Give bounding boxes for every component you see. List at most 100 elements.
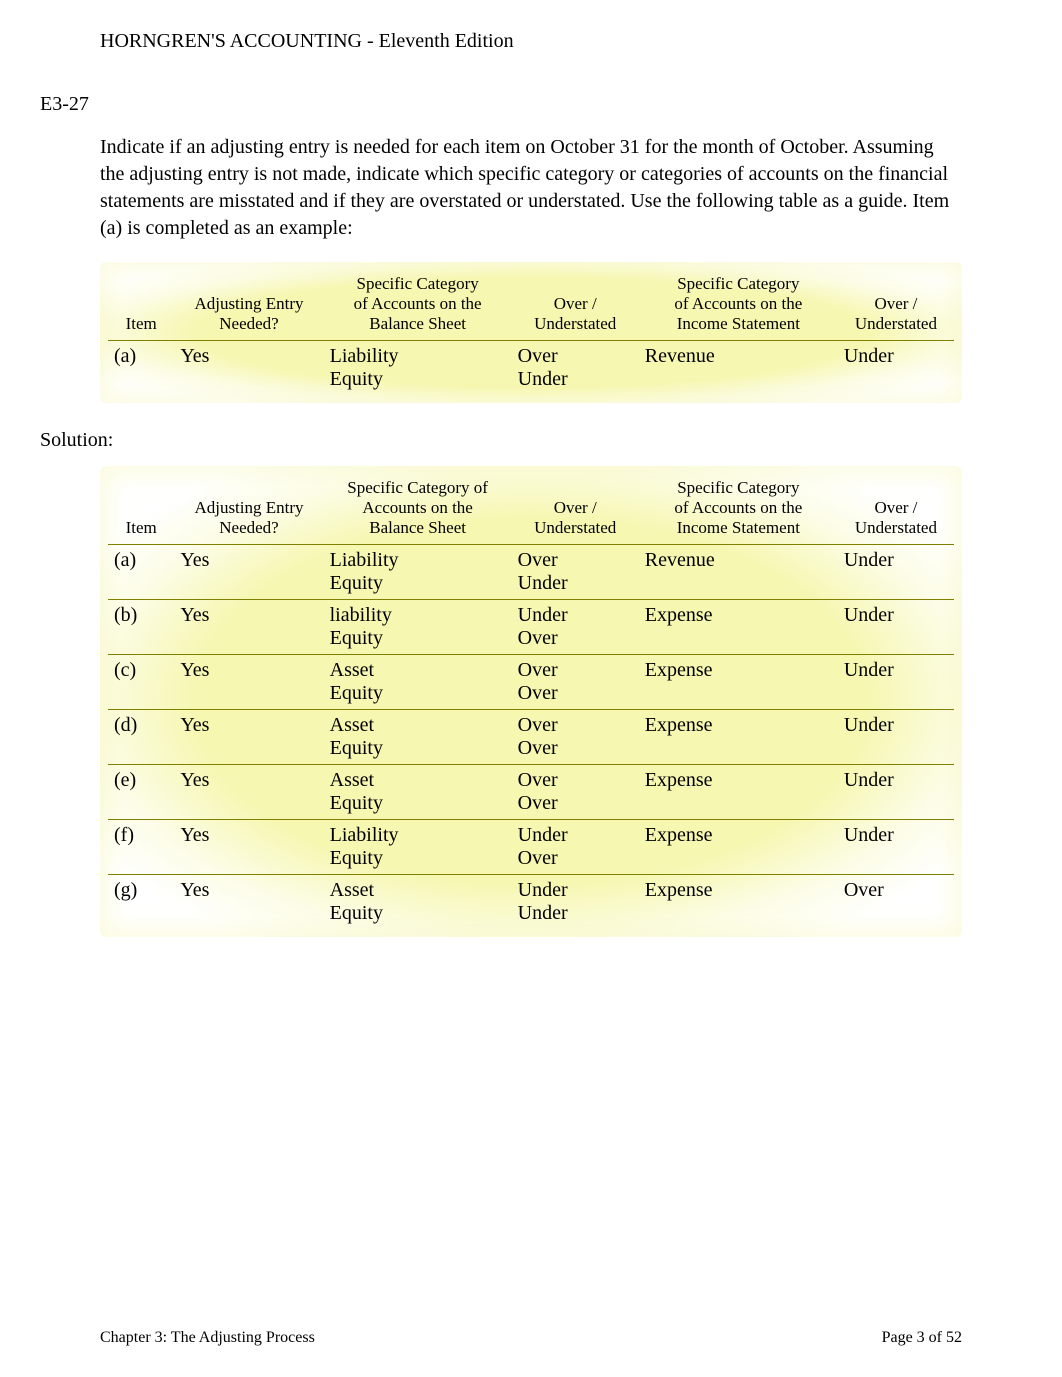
table-row: (c)YesAssetEquityOverOverExpenseUnder xyxy=(108,655,954,710)
cell-adjusting-entry: Yes xyxy=(174,341,323,396)
text: Under xyxy=(518,604,633,627)
cell-income-category: Expense xyxy=(639,765,838,820)
cell-income-category: Expense xyxy=(639,875,838,930)
text: Asset xyxy=(330,769,506,792)
col-header-income-category: Specific Category of Accounts on the Inc… xyxy=(639,270,838,341)
cell-adjusting-entry: Yes xyxy=(174,710,323,765)
cell-balance-category: AssetEquity xyxy=(324,655,512,710)
text: Under xyxy=(518,824,633,847)
text: Understated xyxy=(855,314,937,333)
text: Over xyxy=(518,627,633,650)
text: Over xyxy=(518,737,633,760)
col-header-item: Item xyxy=(108,270,174,341)
cell-balance-category: LiabilityEquity xyxy=(324,341,512,396)
cell-over-under-balance: UnderOver xyxy=(512,600,639,655)
text: of Accounts on the xyxy=(674,294,802,313)
col-header-over-under-2: Over / Understated xyxy=(838,270,954,341)
text: Under xyxy=(518,902,633,925)
text: Under xyxy=(518,572,633,595)
text: of Accounts on the xyxy=(354,294,482,313)
example-table-wrap: Item Adjusting Entry Needed? Specific Ca… xyxy=(100,262,962,403)
text: Income Statement xyxy=(677,314,800,333)
problem-id: E3-27 xyxy=(40,93,962,116)
problem-instructions: Indicate if an adjusting entry is needed… xyxy=(100,134,962,242)
table-row: (f)YesLiabilityEquityUnderOverExpenseUnd… xyxy=(108,820,954,875)
cell-income-category: Expense xyxy=(639,655,838,710)
col-header-balance-category: Specific Category of Accounts on the Bal… xyxy=(324,270,512,341)
text: Over xyxy=(518,659,633,682)
cell-over-under-income: Under xyxy=(838,765,954,820)
text: Equity xyxy=(330,682,506,705)
text: Asset xyxy=(330,714,506,737)
col-header-income-category: Specific Category of Accounts on the Inc… xyxy=(639,474,838,545)
cell-item: (e) xyxy=(108,765,174,820)
cell-item: (g) xyxy=(108,875,174,930)
col-header-adj: Adjusting Entry Needed? xyxy=(174,270,323,341)
footer-right: Page 3 of 52 xyxy=(882,1329,962,1347)
col-header-balance-category: Specific Category of Accounts on the Bal… xyxy=(324,474,512,545)
cell-over-under-income: Under xyxy=(838,341,954,396)
solution-label: Solution: xyxy=(40,429,962,452)
text: Under xyxy=(518,879,633,902)
cell-adjusting-entry: Yes xyxy=(174,600,323,655)
cell-balance-category: LiabilityEquity xyxy=(324,545,512,600)
text: Understated xyxy=(534,518,616,537)
table-header-row: Item Adjusting Entry Needed? Specific Ca… xyxy=(108,270,954,341)
text: Over xyxy=(518,847,633,870)
text: Understated xyxy=(534,314,616,333)
text: Under xyxy=(518,368,633,391)
text: Specific Category xyxy=(677,274,799,293)
cell-item: (a) xyxy=(108,341,174,396)
text: Over / xyxy=(874,294,917,313)
cell-adjusting-entry: Yes xyxy=(174,765,323,820)
cell-adjusting-entry: Yes xyxy=(174,875,323,930)
cell-balance-category: AssetEquity xyxy=(324,875,512,930)
text: Over xyxy=(518,682,633,705)
cell-over-under-income: Under xyxy=(838,655,954,710)
text: Over / xyxy=(874,498,917,517)
cell-balance-category: AssetEquity xyxy=(324,765,512,820)
cell-over-under-balance: UnderOver xyxy=(512,820,639,875)
cell-income-category: Expense xyxy=(639,600,838,655)
cell-adjusting-entry: Yes xyxy=(174,655,323,710)
text: Specific Category xyxy=(356,274,478,293)
cell-income-category: Revenue xyxy=(639,341,838,396)
col-header-over-under-1: Over / Understated xyxy=(512,474,639,545)
cell-balance-category: LiabilityEquity xyxy=(324,820,512,875)
table-row: (e)YesAssetEquityOverOverExpenseUnder xyxy=(108,765,954,820)
cell-income-category: Revenue xyxy=(639,545,838,600)
text: Liability xyxy=(330,824,506,847)
solution-table-wrap: Item Adjusting Entry Needed? Specific Ca… xyxy=(100,466,962,937)
table-row: (d)YesAssetEquityOverOverExpenseUnder xyxy=(108,710,954,765)
footer-left: Chapter 3: The Adjusting Process xyxy=(100,1329,315,1347)
page-footer: Chapter 3: The Adjusting Process Page 3 … xyxy=(100,1329,962,1347)
cell-over-under-balance: OverUnder xyxy=(512,341,639,396)
cell-over-under-income: Under xyxy=(838,600,954,655)
cell-over-under-balance: OverOver xyxy=(512,710,639,765)
example-table: Item Adjusting Entry Needed? Specific Ca… xyxy=(108,270,954,395)
cell-over-under-balance: OverOver xyxy=(512,765,639,820)
col-header-item: Item xyxy=(108,474,174,545)
text: liability xyxy=(330,604,506,627)
text: Asset xyxy=(330,659,506,682)
text: Specific Category of xyxy=(347,478,488,497)
text: Over xyxy=(518,769,633,792)
table-row: (a)YesLiabilityEquityOverUnderRevenueUnd… xyxy=(108,341,954,396)
text: Equity xyxy=(330,847,506,870)
text: Equity xyxy=(330,627,506,650)
text: Understated xyxy=(855,518,937,537)
cell-over-under-income: Over xyxy=(838,875,954,930)
text: of Accounts on the xyxy=(674,498,802,517)
cell-over-under-income: Under xyxy=(838,545,954,600)
cell-income-category: Expense xyxy=(639,710,838,765)
cell-over-under-income: Under xyxy=(838,710,954,765)
table-row: (g)YesAssetEquity UnderUnder ExpenseOver xyxy=(108,875,954,930)
text: Balance Sheet xyxy=(369,518,466,537)
cell-balance-category: liabilityEquity xyxy=(324,600,512,655)
text: Equity xyxy=(330,902,506,925)
page: HORNGREN'S ACCOUNTING - Eleventh Edition… xyxy=(0,0,1062,1377)
text: Liability xyxy=(330,549,506,572)
solution-table: Item Adjusting Entry Needed? Specific Ca… xyxy=(108,474,954,929)
text: Balance Sheet xyxy=(369,314,466,333)
cell-item: (b) xyxy=(108,600,174,655)
